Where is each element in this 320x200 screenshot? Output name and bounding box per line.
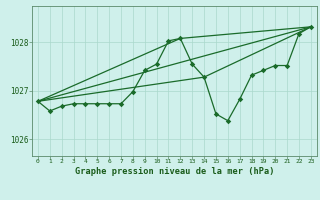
X-axis label: Graphe pression niveau de la mer (hPa): Graphe pression niveau de la mer (hPa) [75, 167, 274, 176]
